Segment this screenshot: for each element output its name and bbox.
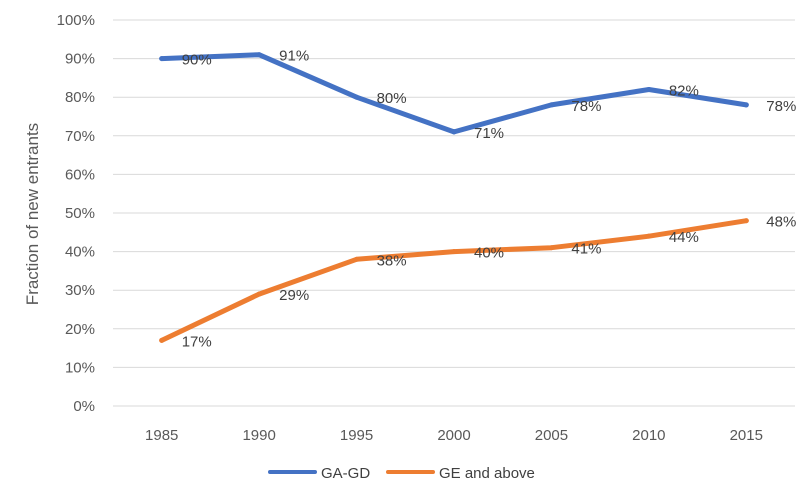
y-tick-label: 30% (65, 282, 95, 299)
data-point (256, 52, 262, 58)
y-tick-label: 60% (65, 166, 95, 183)
data-point (159, 56, 165, 62)
data-label: 40% (474, 245, 504, 262)
x-tick-label: 2010 (632, 427, 665, 444)
y-tick-label: 90% (65, 51, 95, 68)
data-label: 91% (279, 48, 309, 65)
data-point (548, 102, 554, 108)
data-label: 78% (571, 98, 601, 115)
data-point (646, 233, 652, 239)
data-point (548, 245, 554, 251)
data-label: 80% (377, 90, 407, 107)
data-label: 44% (669, 229, 699, 246)
data-label: 17% (182, 333, 212, 350)
y-tick-label: 10% (65, 359, 95, 376)
y-tick-label: 70% (65, 128, 95, 145)
x-tick-label: 2005 (535, 427, 568, 444)
y-axis-ticks: 0% 10% 20% 30% 40% 50% 60% 70% 80% 90% 100% (57, 12, 95, 415)
data-point (451, 249, 457, 255)
data-label: 48% (766, 214, 796, 231)
data-point (743, 102, 749, 108)
data-label: 78% (766, 98, 796, 115)
data-label: 29% (279, 287, 309, 304)
y-tick-label: 50% (65, 205, 95, 222)
data-point (451, 129, 457, 135)
data-label: 82% (669, 82, 699, 99)
y-tick-label: 0% (73, 398, 95, 415)
y-tick-label: 40% (65, 244, 95, 261)
data-label: 41% (571, 241, 601, 258)
series-line-ge-and-above (159, 218, 749, 343)
data-point (354, 256, 360, 262)
data-point (646, 86, 652, 92)
data-point (256, 291, 262, 297)
data-label: 90% (182, 52, 212, 69)
data-point (159, 337, 165, 343)
legend-label: GA-GD (321, 465, 370, 482)
x-tick-label: 1985 (145, 427, 178, 444)
x-tick-label: 1995 (340, 427, 373, 444)
data-point (743, 218, 749, 224)
y-tick-label: 80% (65, 89, 95, 106)
series-lines (159, 52, 749, 343)
x-axis-ticks: 1985 1990 1995 2000 2005 2010 2015 (145, 427, 763, 444)
series-line-ga-gd (159, 52, 749, 135)
x-tick-label: 2015 (730, 427, 763, 444)
gridlines (113, 19, 795, 407)
legend: GA-GD GE and above (268, 465, 535, 482)
x-tick-label: 1990 (242, 427, 275, 444)
x-tick-label: 2000 (437, 427, 470, 444)
data-label: 71% (474, 125, 504, 142)
y-tick-label: 20% (65, 321, 95, 338)
data-point (354, 94, 360, 100)
data-labels: 90% 91% 80% 71% 78% 82% 78% 17% 29% 38% 40% 41% 44% 4… (182, 48, 797, 351)
legend-label: GE and above (439, 465, 535, 482)
y-axis-label: Fraction of new entrants (23, 123, 42, 305)
data-label: 38% (377, 252, 407, 269)
y-tick-label: 100% (57, 12, 95, 29)
